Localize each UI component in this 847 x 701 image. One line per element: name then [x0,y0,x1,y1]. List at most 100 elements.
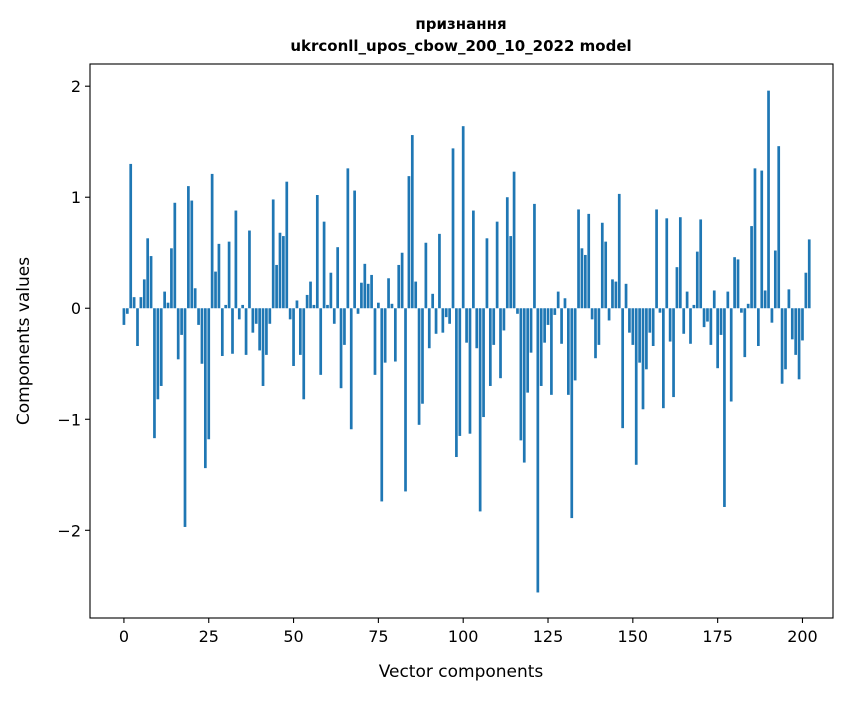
bar [417,308,421,425]
bar [302,308,306,400]
bar [173,202,177,309]
bar [156,308,160,400]
bar [176,308,180,360]
bar [790,308,794,340]
bar [604,241,608,309]
bar [132,297,136,309]
bar [573,308,577,381]
x-tick-label: 100 [448,627,479,646]
bar [577,209,580,309]
bar [441,308,445,333]
bar [187,186,190,309]
bar [400,252,404,309]
bar [651,308,655,346]
bar [621,308,625,429]
bar [628,308,631,333]
bar [583,254,587,309]
bar [370,274,373,309]
bar [343,308,346,345]
bar [231,308,234,354]
bar [716,308,719,369]
bar [356,308,360,314]
x-tick-label: 50 [283,627,303,646]
bar [678,217,682,309]
bar [695,251,699,309]
bar [421,308,424,404]
bar [295,300,299,309]
bar [315,195,319,309]
bar [797,308,801,380]
bar [689,308,692,344]
bar [723,308,726,507]
bar [210,173,214,309]
bar [142,279,146,309]
x-axis-ticks: 0 25 50 75 100 125 150 175 200 [119,618,818,646]
bar [648,308,652,333]
chart-title-line2: ukrconll_upos_cbow_200_10_2022 model [290,37,631,55]
bar [407,176,411,309]
bar [516,308,519,314]
bar [397,264,401,309]
y-axis-ticks: −2 −1 0 1 2 [57,77,90,540]
bar [567,308,570,395]
bar [526,308,530,393]
bar [278,232,282,309]
x-tick-label: 150 [618,627,649,646]
x-tick-label: 125 [533,627,564,646]
bar [743,308,747,358]
bar [448,308,451,324]
bar [550,308,553,395]
bar [750,226,753,309]
x-tick-label: 175 [702,627,733,646]
bar [305,294,309,309]
bar [170,248,173,309]
bar [763,290,767,309]
bar [241,304,245,309]
bar [543,308,546,343]
bar [122,308,126,325]
bar [319,308,323,375]
bar [611,279,614,309]
bar [390,303,394,309]
bar [353,190,356,309]
bar [214,271,217,309]
bar [570,308,574,519]
bar [322,221,326,309]
bar [546,308,550,325]
bar [482,308,485,418]
bar [427,308,431,349]
bar [767,90,770,309]
bar [726,291,730,309]
bar [733,257,736,309]
bar [190,200,194,309]
bar [373,308,377,375]
bar [787,289,791,309]
bar [587,213,591,309]
y-axis-label: Components values [14,257,34,425]
bar [265,308,268,355]
bar [505,197,509,309]
bar [349,308,353,430]
bar [495,221,499,309]
bar [234,210,238,309]
bar [380,308,384,502]
bar [692,304,696,309]
bar [641,308,645,410]
bar [475,308,479,349]
bar [638,308,641,363]
bar [736,259,740,309]
bar [387,278,390,309]
bar [488,308,492,386]
bar [227,241,231,309]
bar [553,308,557,315]
bar [288,308,292,320]
bar [163,291,166,309]
bar [784,308,787,370]
bar [285,181,289,309]
bar [193,288,197,309]
y-tick-label: 0 [71,299,81,318]
bar [458,308,462,436]
bar [251,308,255,333]
bars-group [122,90,811,593]
